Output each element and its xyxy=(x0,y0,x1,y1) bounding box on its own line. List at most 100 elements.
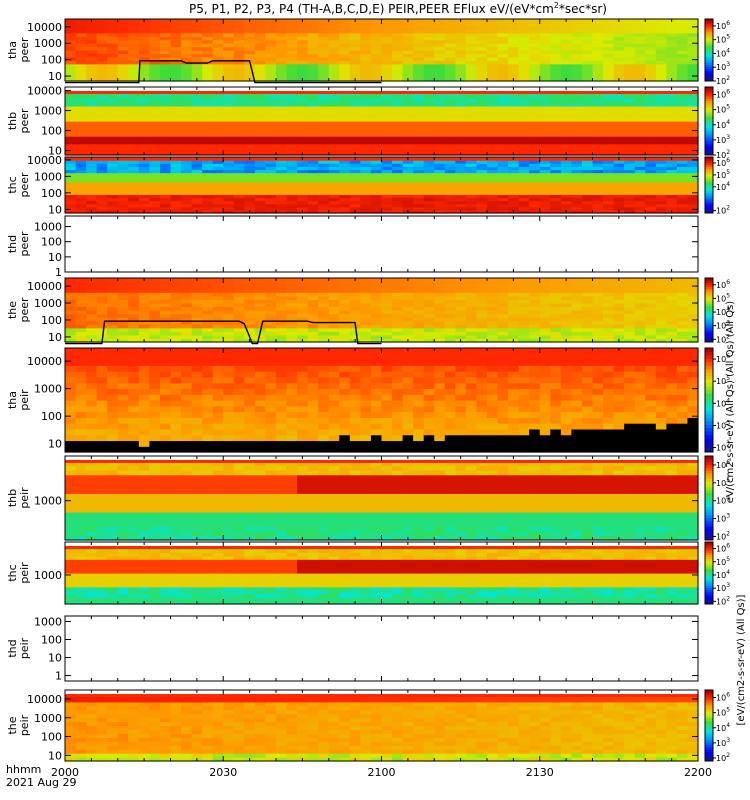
spectrogram-cell xyxy=(413,327,425,332)
spectrogram-cell xyxy=(370,121,383,126)
spectrogram-cell xyxy=(202,194,214,199)
spectrogram-cell xyxy=(159,32,172,37)
spectrogram-cell xyxy=(159,317,172,322)
spectrogram-cell xyxy=(581,117,594,122)
spectrogram-cell xyxy=(508,74,520,79)
spectrogram-cell xyxy=(244,36,256,41)
spectrogram-cell xyxy=(96,281,108,286)
spectrogram-cell xyxy=(86,181,98,186)
spectrogram-cell xyxy=(181,60,193,65)
spectrogram-cell xyxy=(465,178,478,183)
spectrogram-cell xyxy=(402,185,414,189)
spectrogram-cell xyxy=(360,172,372,177)
spectrogram-cell xyxy=(666,22,678,27)
spectrogram-cell xyxy=(487,302,499,308)
spectrogram-cell xyxy=(339,206,351,211)
spectrogram-cell xyxy=(666,121,678,126)
spectrogram-cell xyxy=(444,29,456,34)
spectrogram-cell xyxy=(318,22,330,27)
spectrogram-cell xyxy=(286,63,298,68)
spectrogram-cell xyxy=(444,163,456,167)
spectrogram-cell xyxy=(86,147,98,152)
colorbar-tick-label: 102 xyxy=(716,149,730,160)
spectrogram-cell xyxy=(444,324,456,329)
spectrogram-cell xyxy=(202,36,214,41)
spectrogram-cell xyxy=(254,163,267,167)
spectrogram-cell xyxy=(138,423,150,430)
spectrogram-cell xyxy=(265,147,277,152)
spectrogram-cell xyxy=(360,63,372,68)
spectrogram-cell xyxy=(423,334,435,340)
spectrogram-cell xyxy=(518,334,530,340)
spectrogram-cell xyxy=(402,334,414,340)
spectrogram-cell xyxy=(328,285,340,290)
spectrogram-cell xyxy=(233,43,245,48)
spectrogram-cell xyxy=(318,77,330,82)
spectrogram-cell xyxy=(212,288,224,293)
spectrogram-cell xyxy=(666,139,678,145)
spectrogram-cell xyxy=(212,188,224,192)
spectrogram-cell xyxy=(455,132,467,137)
spectrogram-cell xyxy=(624,46,636,51)
spectrogram-cell xyxy=(370,102,383,107)
panel-frame xyxy=(64,215,699,273)
spectrogram-cell xyxy=(465,185,478,189)
spectrogram-cell xyxy=(360,320,372,325)
spectrogram-cell xyxy=(339,102,351,107)
spectrogram-cell xyxy=(117,132,129,137)
spectrogram-cell xyxy=(413,19,425,24)
spectrogram-cell xyxy=(159,163,172,167)
spectrogram-cell xyxy=(624,98,636,103)
spectrogram-cell xyxy=(497,166,509,171)
spectrogram-cell xyxy=(434,46,446,51)
spectrogram-cell xyxy=(297,169,309,174)
spectrogram-cell xyxy=(297,285,309,290)
spectrogram-cell xyxy=(413,295,425,300)
spectrogram-cell xyxy=(318,175,330,180)
spectrogram-cell xyxy=(276,324,288,329)
spectrogram-cell xyxy=(465,191,478,195)
spectrogram-cell xyxy=(655,98,667,103)
spectrogram-cell xyxy=(392,157,404,161)
spectrogram-cell xyxy=(603,194,615,199)
spectrogram-cell xyxy=(434,313,446,318)
spectrogram-cell xyxy=(159,109,172,115)
spectrogram-cell xyxy=(655,63,667,68)
spectrogram-cell xyxy=(339,310,351,315)
spectrogram-cell xyxy=(307,169,319,174)
spectrogram-cell xyxy=(191,98,203,103)
spectrogram-cell xyxy=(687,43,699,48)
spectrogram-cell xyxy=(149,310,161,315)
spectrogram-cell xyxy=(107,32,119,37)
spectrogram-cell xyxy=(65,147,77,152)
spectrogram-cell xyxy=(529,121,541,126)
spectrogram-cell xyxy=(423,98,435,103)
spectrogram-cell xyxy=(655,178,667,183)
spectrogram-cell xyxy=(159,128,172,133)
spectrogram-cell xyxy=(560,310,572,315)
spectrogram-cell xyxy=(360,105,372,111)
spectrogram-cell xyxy=(550,121,562,126)
spectrogram-cell xyxy=(476,109,488,115)
spectrogram-cell xyxy=(96,117,108,122)
spectrogram-cell xyxy=(307,281,319,286)
spectrogram-cell xyxy=(138,147,150,152)
spectrogram-cell xyxy=(676,209,689,214)
spectrogram-cell xyxy=(75,203,87,208)
spectrogram-cell xyxy=(413,206,425,211)
spectrogram-cell xyxy=(117,310,129,315)
spectrogram-cell xyxy=(128,394,140,401)
spectrogram-cell xyxy=(170,172,182,177)
spectrogram-cell xyxy=(444,136,456,141)
spectrogram-cell xyxy=(75,348,87,355)
spectrogram-cell xyxy=(286,188,298,192)
spectrogram-cell xyxy=(297,139,309,145)
spectrogram-cell xyxy=(360,67,372,72)
spectrogram-cell xyxy=(550,302,562,308)
spectrogram-cell xyxy=(96,109,108,115)
spectrogram-cell xyxy=(286,317,298,322)
spectrogram-cell xyxy=(465,46,478,51)
spectrogram-cell xyxy=(297,25,309,30)
spectrogram-cell xyxy=(423,175,435,180)
spectrogram-cell xyxy=(138,306,150,311)
